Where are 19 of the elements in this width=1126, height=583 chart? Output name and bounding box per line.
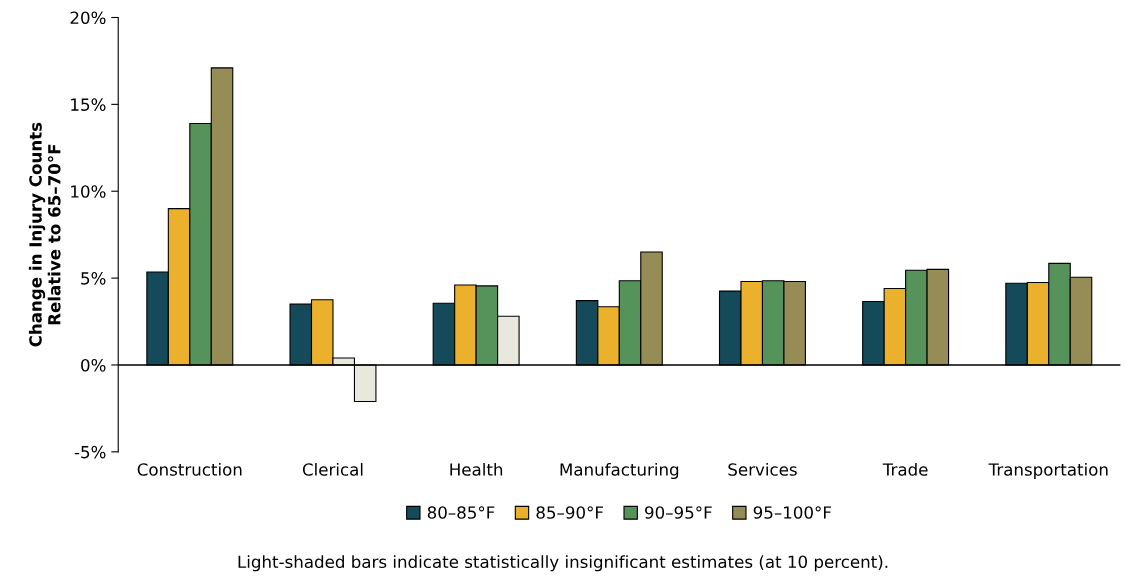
x-tick-label: Clerical	[302, 462, 363, 476]
y-tick-label: 5%	[81, 272, 106, 285]
y-axis-title: Change in Injury Counts Relative to 65–70°F	[28, 122, 61, 347]
x-tick-label: Trade	[882, 462, 928, 476]
x-tick-label: Services	[728, 462, 797, 476]
y-tick-label: 20%	[70, 11, 106, 25]
y-tick-label: 0%	[81, 358, 106, 372]
y-tick-label: 15%	[71, 98, 106, 111]
text: Light-shaded bars indicate statistically insignificant estimates (at 10 percent).	[238, 555, 888, 572]
x-tick-label: Construction	[137, 462, 242, 476]
y-tick-label: -5%	[74, 445, 106, 459]
legend-label: 80–85°F	[427, 506, 495, 519]
legend-label: 90–95°F	[645, 506, 712, 519]
y-tick-label: 10%	[71, 185, 106, 198]
x-tick-label: Transportation	[988, 462, 1108, 480]
x-tick-label: Health	[450, 462, 503, 476]
legend-label: 85–90°F	[536, 506, 604, 519]
x-tick-label: Manufacturing	[560, 462, 679, 480]
legend-label: 95–100°F	[753, 506, 831, 519]
